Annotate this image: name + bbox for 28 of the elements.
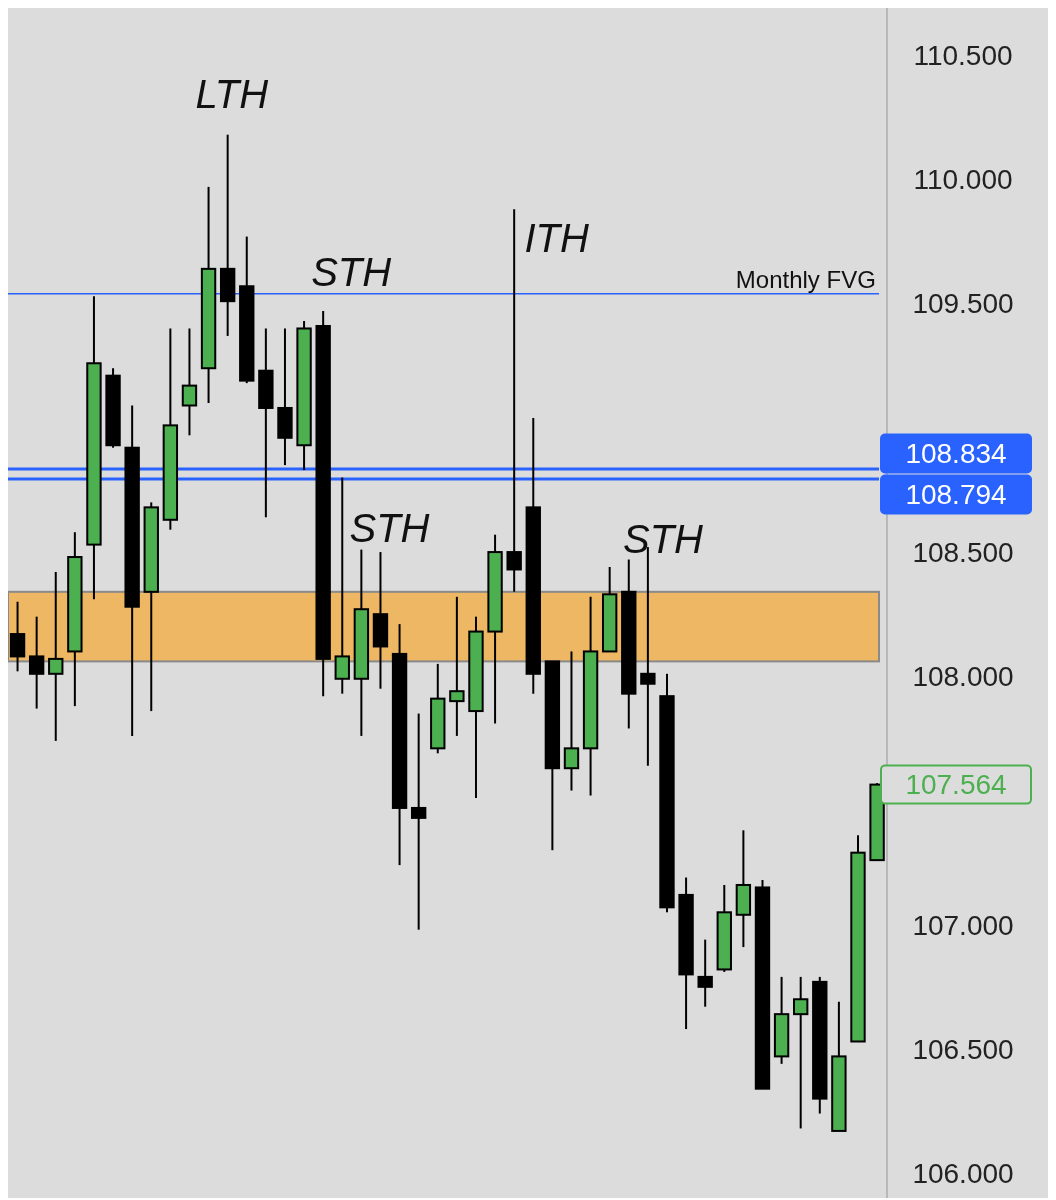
- annotation: STH: [622, 516, 704, 561]
- candlestick: [506, 208, 522, 593]
- candlestick: [410, 712, 427, 931]
- candlestick: [28, 615, 45, 710]
- candlestick: [48, 570, 64, 742]
- text: 107.564: [905, 769, 1007, 801]
- annotation: Monthly FVG: [735, 265, 876, 293]
- candlestick: [793, 975, 809, 1130]
- candlestick: [449, 595, 465, 737]
- annotation: STH: [311, 250, 392, 295]
- annotation: STH: [349, 506, 430, 551]
- y-tick-label: 106.000: [912, 1157, 1014, 1189]
- y-tick-label: 107.000: [912, 909, 1014, 941]
- y-tick-label: 110.500: [913, 40, 1013, 71]
- ref-line-label: 108.794: [905, 479, 1007, 511]
- ref-line-label: 108.834: [905, 438, 1007, 470]
- y-tick-label: 108.000: [912, 661, 1014, 693]
- candlestick: [697, 938, 713, 1008]
- annotation: LTH: [195, 71, 269, 116]
- y-tick-label: 109.500: [912, 288, 1014, 320]
- candlestick: [181, 327, 198, 437]
- y-tick-label: 108.500: [912, 536, 1014, 568]
- y-tick-label: 106.500: [912, 1033, 1014, 1065]
- y-tick-label: 110.000: [913, 164, 1013, 196]
- candlestick: [334, 476, 350, 695]
- annotation: ITH: [524, 215, 590, 260]
- candlestick: [9, 600, 26, 673]
- candlestick: [563, 650, 580, 792]
